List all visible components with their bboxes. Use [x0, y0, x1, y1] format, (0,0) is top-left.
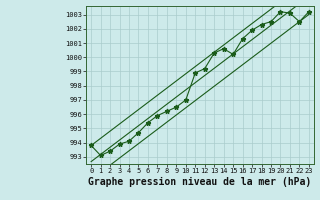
- X-axis label: Graphe pression niveau de la mer (hPa): Graphe pression niveau de la mer (hPa): [88, 177, 312, 187]
